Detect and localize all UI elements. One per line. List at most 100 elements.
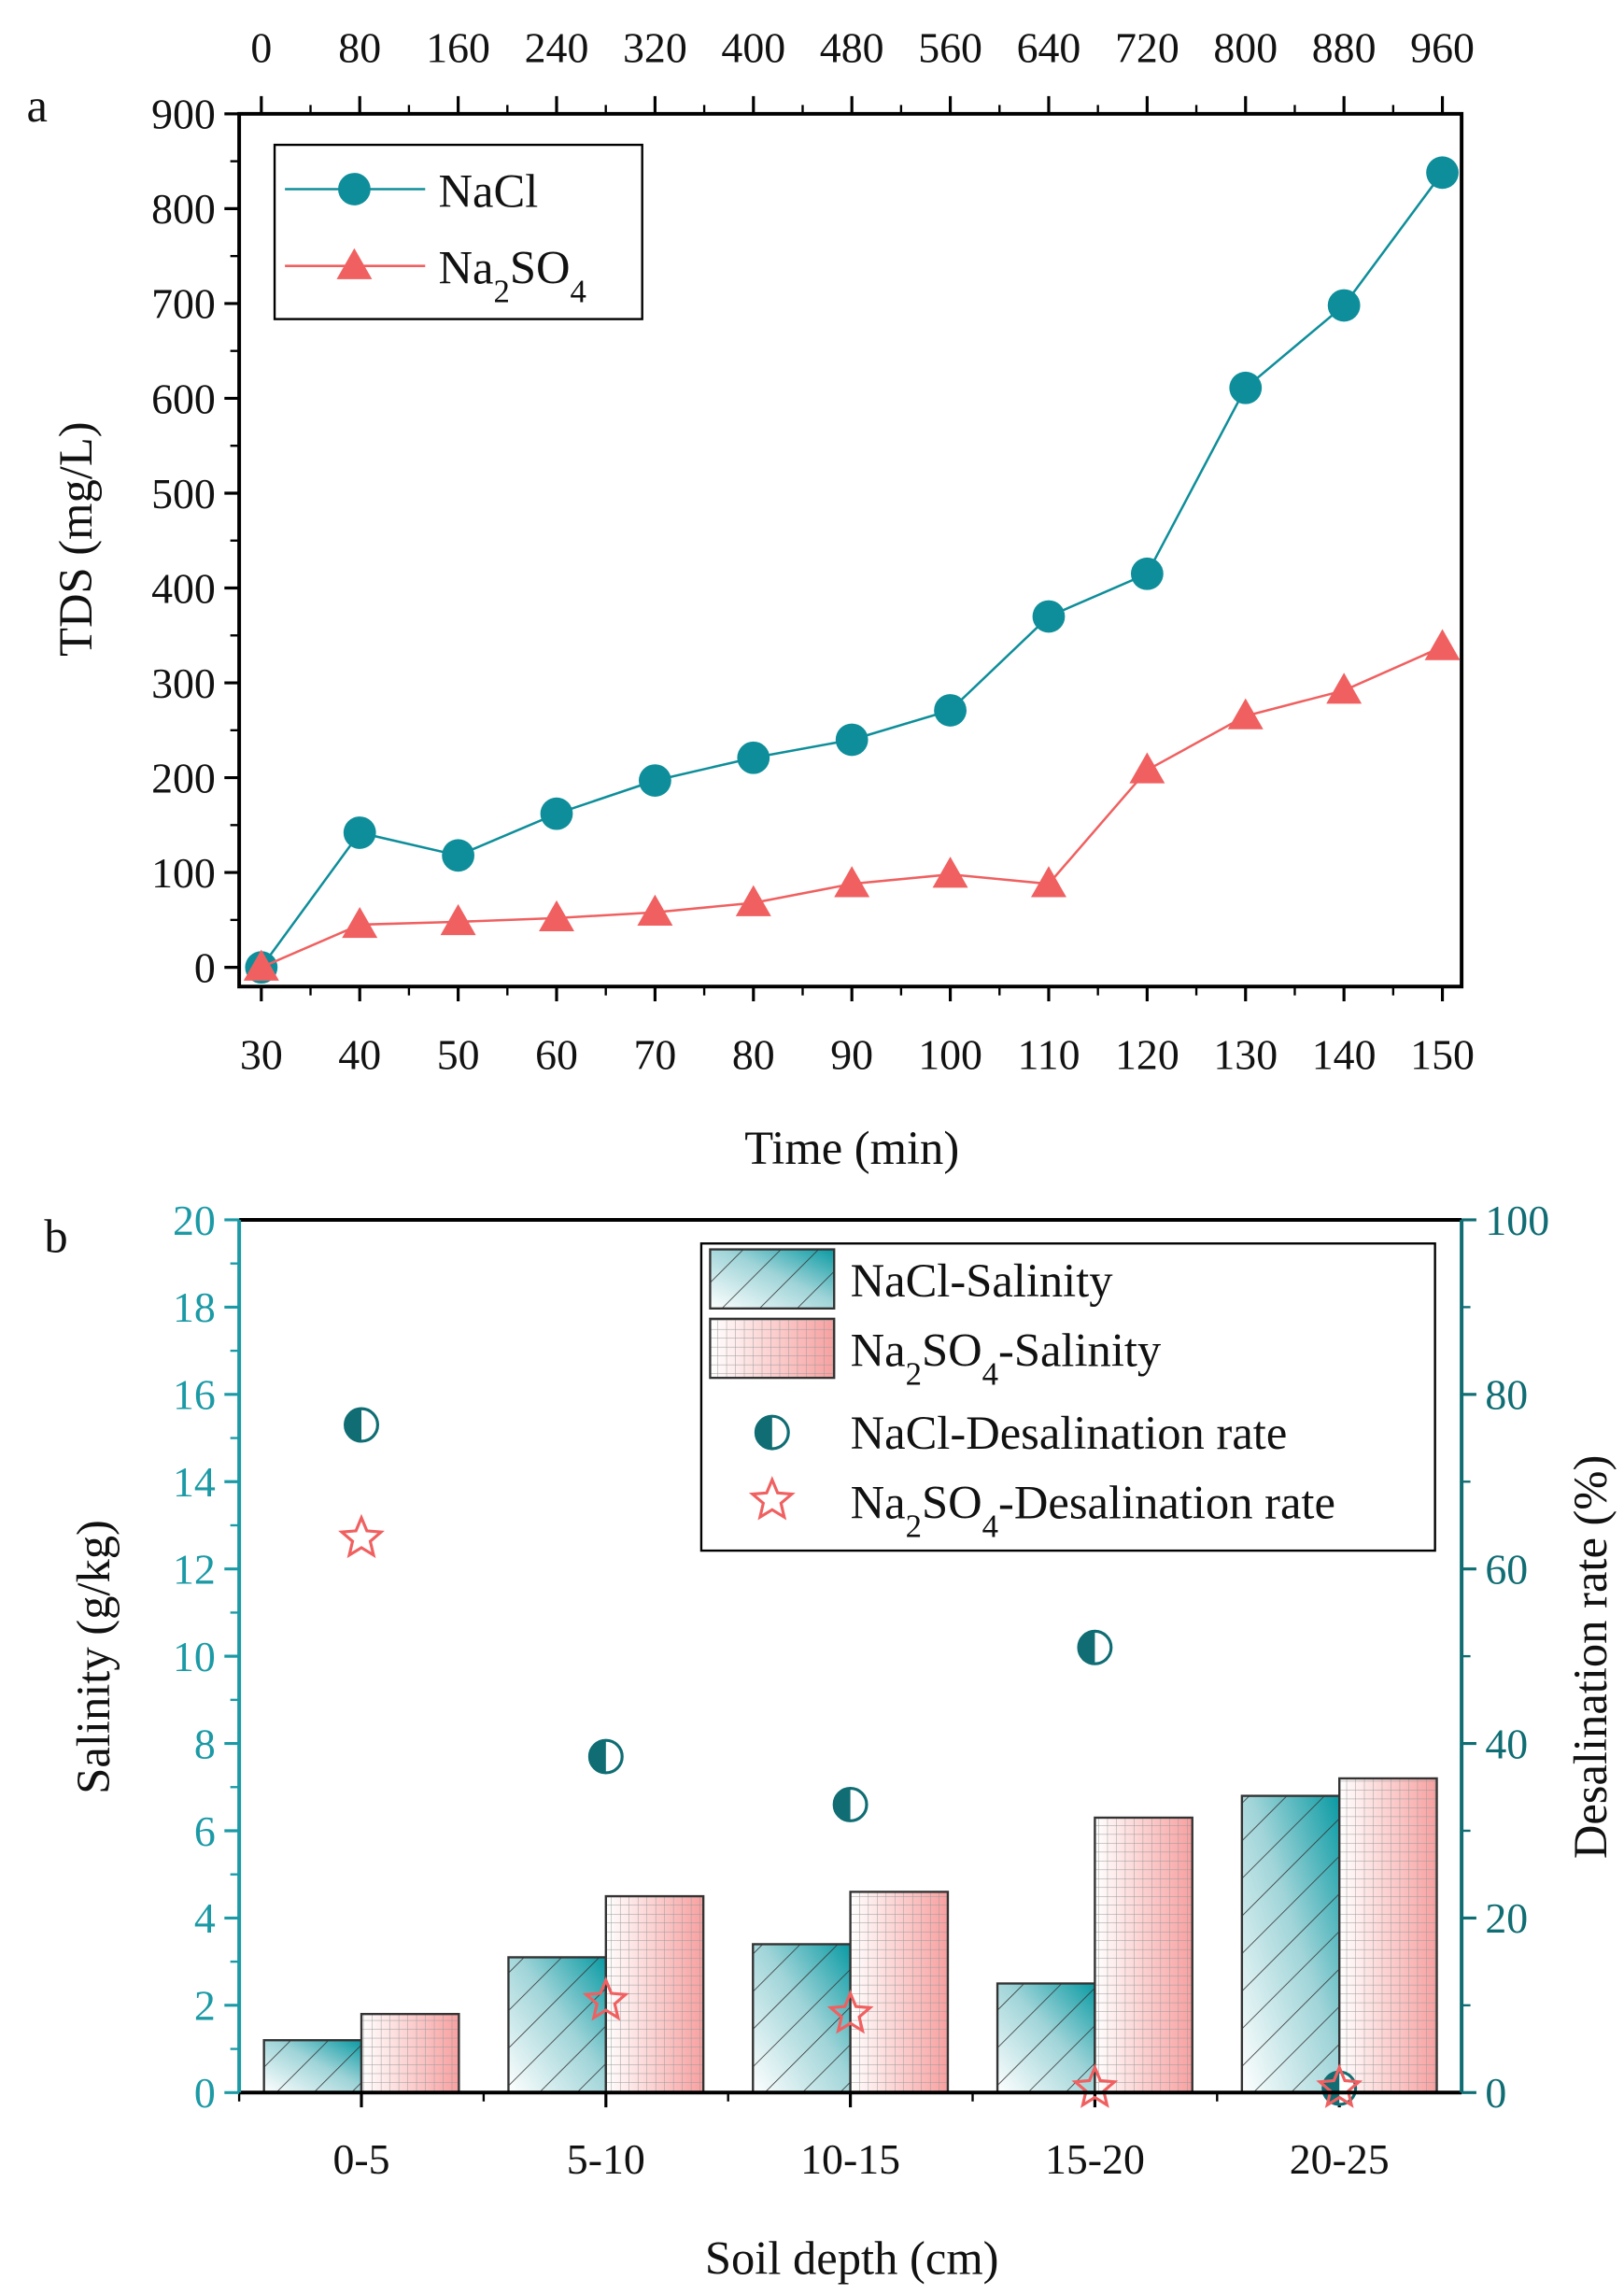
y-tick-label: 500 — [151, 470, 216, 517]
legend-marker-na2so4 — [336, 248, 373, 279]
top-x-tick-label: 480 — [820, 24, 884, 72]
nacl-point — [1229, 371, 1263, 404]
left-y-tick-label: 10 — [173, 1633, 216, 1680]
na2so4-point — [539, 900, 574, 932]
left-y-axis-label: Salinity (g/kg) — [67, 1520, 120, 1794]
na2so4-point — [1424, 629, 1461, 660]
y-tick-label: 900 — [151, 91, 216, 138]
top-x-tick-label: 80 — [338, 24, 381, 72]
na2so4-salinity-bar-grid — [1338, 1777, 1438, 2094]
nacl-point — [934, 694, 967, 727]
na2so4-desalination-point — [826, 1989, 874, 2034]
series-line-Na2SO4 — [261, 645, 1444, 969]
na2so4-desalination-point — [582, 1976, 629, 2021]
na2so4-point — [243, 949, 279, 981]
legend-label-nacl-salinity: NaCl-Salinity — [851, 1254, 1114, 1307]
na2so4-salinity-bar-grid — [360, 2013, 460, 2094]
legend-marker-nacl-desalination-fill — [756, 1416, 772, 1450]
na2so4-point — [637, 894, 673, 926]
nacl-desalination-point-fill — [345, 1409, 362, 1441]
nacl-salinity-bar-hatch — [996, 1982, 1096, 2094]
legend-swatch-nacl-salinity-hatch — [709, 1248, 836, 1310]
right-y-tick-label: 60 — [1485, 1546, 1528, 1594]
nacl-point — [1032, 600, 1066, 633]
y-tick-label: 400 — [151, 564, 216, 612]
na2so4-point — [735, 885, 771, 916]
x-tick-label: 15-20 — [1045, 2135, 1145, 2183]
right-y-tick-label: 0 — [1485, 2069, 1506, 2117]
right-y-axis-label: Desalination rate (%) — [1564, 1455, 1617, 1860]
x-tick-label: 5-10 — [567, 2135, 645, 2183]
y-tick-label: 700 — [151, 280, 216, 328]
top-x-tick-label: 0 — [250, 24, 272, 72]
na2so4-point — [1129, 752, 1165, 784]
top-x-tick-label: 640 — [1017, 24, 1081, 72]
panel-b-bar-chart: b 0-5 5-10 10-15 15-20 20-25 0 2 4 6 8 10 12 14 16 18 20… — [44, 1197, 1617, 2285]
legend-swatch-na2so4-salinity-grid — [709, 1317, 836, 1380]
nacl-point — [835, 723, 868, 757]
nacl-desalination-point-fill — [834, 1788, 851, 1821]
nacl-point — [1426, 156, 1459, 190]
x-tick-label: 150 — [1410, 1031, 1475, 1079]
legend: NaCl-Salinity Na2SO4-Salinity NaCl-Desalin… — [699, 1242, 1436, 1552]
x-tick-label: 140 — [1312, 1031, 1377, 1079]
legend-label-nacl-desalination: NaCl-Desalination rate — [851, 1407, 1288, 1459]
nacl-point — [639, 764, 671, 798]
nacl-point — [442, 839, 474, 872]
na2so4-desalination-point — [1316, 2063, 1363, 2108]
na2so4-desalination-point — [1071, 2063, 1119, 2108]
top-x-tick-label: 240 — [525, 24, 589, 72]
nacl-point — [737, 741, 770, 774]
x-tick-label: 30 — [240, 1031, 283, 1079]
right-y-tick-label: 40 — [1485, 1720, 1528, 1767]
y-tick-label: 200 — [151, 754, 216, 801]
legend-label-na2so4: Na2SO4 — [439, 242, 586, 310]
left-y-tick-label: 2 — [194, 1982, 216, 2030]
x-tick-label: 90 — [830, 1031, 873, 1079]
top-x-tick-label: 960 — [1410, 24, 1475, 72]
x-tick-label: 80 — [732, 1031, 775, 1079]
nacl-desalination-point-fill — [589, 1740, 606, 1773]
x-tick-label: 60 — [535, 1031, 578, 1079]
top-x-tick-label: 400 — [721, 24, 785, 72]
na2so4-point — [1031, 866, 1066, 898]
left-y-tick-label: 16 — [173, 1371, 216, 1419]
left-y-tick-label: 18 — [173, 1283, 216, 1331]
panel-a-line-chart: a300408050160602407032080400904801005601… — [26, 24, 1474, 1174]
legend: NaCl Na2SO4 — [273, 143, 643, 320]
top-x-tick-label: 560 — [918, 24, 982, 72]
left-y-tick-label: 20 — [173, 1197, 216, 1244]
x-tick-label: 70 — [633, 1031, 676, 1079]
nacl-salinity-bar-hatch — [752, 1943, 852, 2094]
y-tick-label: 300 — [151, 659, 216, 707]
y-tick-label: 800 — [151, 185, 216, 233]
y-axis-label: TDS (mg/L) — [49, 421, 102, 656]
x-tick-label: 50 — [437, 1031, 480, 1079]
x-tick-label: 40 — [338, 1031, 381, 1079]
top-x-tick-label: 720 — [1115, 24, 1179, 72]
top-x-tick-label: 880 — [1312, 24, 1377, 72]
left-y-tick-label: 4 — [194, 1894, 216, 1942]
left-y-tick-label: 6 — [194, 1807, 216, 1855]
y-tick-label: 600 — [151, 375, 216, 422]
nacl-point — [540, 797, 573, 830]
na2so4-point — [1326, 673, 1363, 704]
x-tick-label: 10-15 — [800, 2135, 900, 2183]
x-tick-label: 20-25 — [1290, 2135, 1390, 2183]
x-tick-label: 130 — [1213, 1031, 1278, 1079]
right-y-tick-label: 80 — [1485, 1371, 1528, 1419]
na2so4-point — [440, 903, 476, 936]
nacl-desalination-point-fill — [1079, 1631, 1095, 1665]
nacl-salinity-bar-hatch — [262, 2039, 363, 2094]
left-y-tick-label: 0 — [194, 2069, 216, 2117]
na2so4-point — [834, 866, 870, 898]
na2so4-point — [1227, 698, 1264, 730]
legend-marker-nacl — [338, 173, 371, 205]
x-axis-label: Time (min) — [744, 1122, 959, 1174]
legend-label-na2so4-desalination: Na2SO4-Desalination rate — [851, 1476, 1335, 1543]
legend-box — [273, 143, 643, 320]
y-tick-label: 0 — [194, 943, 216, 991]
y-tick-label: 100 — [151, 849, 216, 897]
nacl-point — [1327, 289, 1361, 322]
